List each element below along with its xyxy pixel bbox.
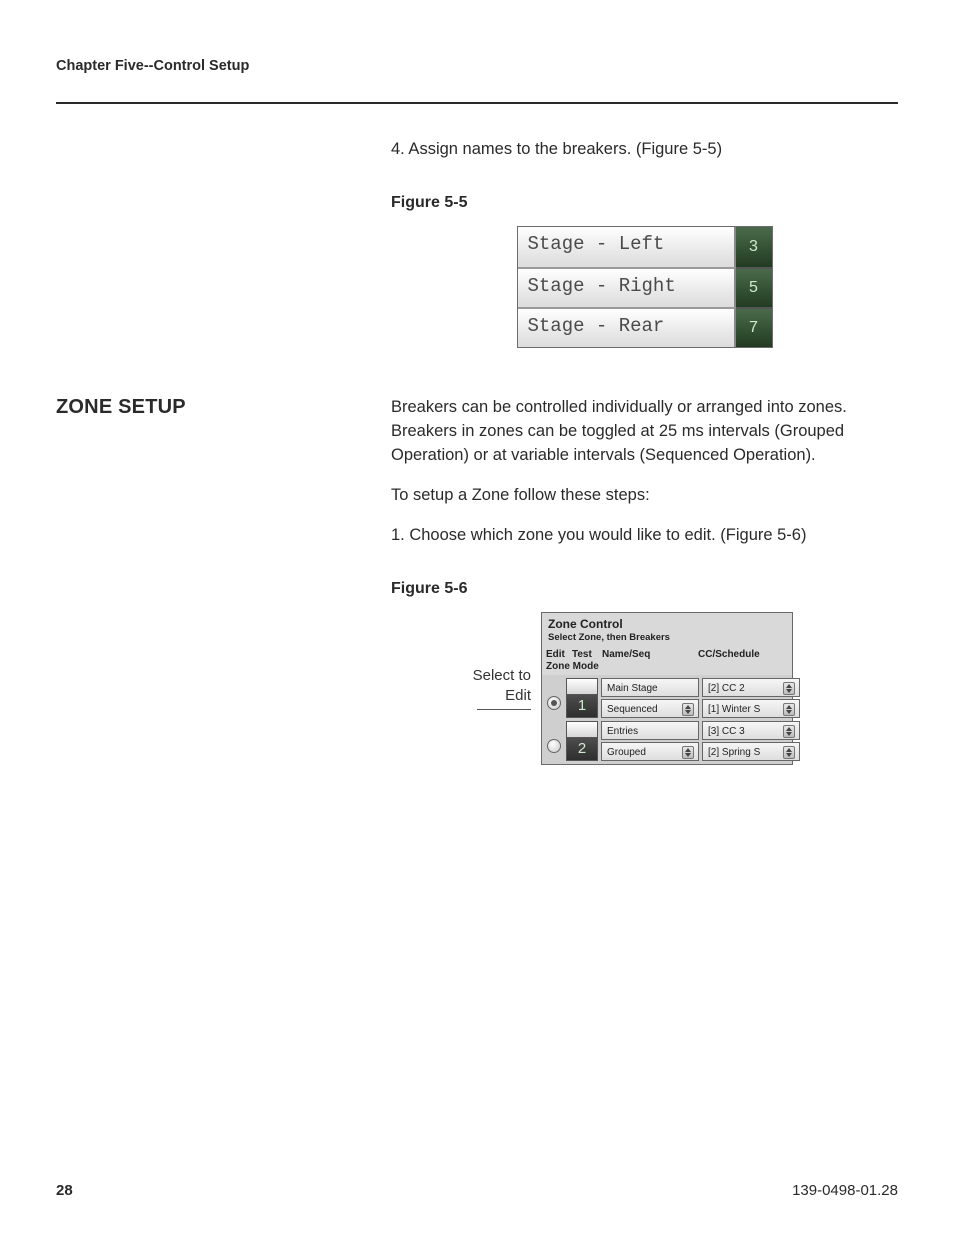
stepper-icon[interactable] [783,682,795,695]
zone-select-radio[interactable] [547,739,561,753]
zone-seq: Sequenced [607,704,658,715]
zone-number: 1 [578,695,586,717]
zone-control-body: 1 Main Stage Sequenced [542,675,792,764]
fig55-row: Stage - Right 5 [518,267,772,307]
header-rule [56,102,898,104]
fig55-num: 7 [736,307,772,347]
figure-5-6-wrap: Select to Edit Zone Control Select Zone,… [455,612,898,765]
figure-5-5: Stage - Left 3 Stage - Right 5 Stage - R… [517,226,773,348]
stepper-icon[interactable] [783,746,795,759]
zone-row: 1 Main Stage Sequenced [545,678,789,718]
figure-5-5-label: Figure 5-5 [391,194,898,212]
page-number: 28 [56,1182,73,1199]
fig55-row: Stage - Left 3 [518,227,772,267]
zone-seq-field[interactable]: Grouped [601,742,699,761]
fig55-label: Stage - Rear [518,307,736,347]
head-name-seq: Name/Seq [602,649,698,660]
fig55-row: Stage - Rear 7 [518,307,772,347]
zone-control-subtitle: Select Zone, then Breakers [542,632,792,647]
zone-control-header-row1: Edit Test Name/Seq CC/Schedule [542,647,792,661]
zone-number-cell[interactable]: 2 [566,721,598,761]
zone-cc: [2] CC 2 [708,683,745,694]
zone-schedule-field[interactable]: [1] Winter S [702,699,800,718]
step-1: 1. Choose which zone you would like to e… [391,524,898,548]
zone-control-title: Zone Control [542,613,792,632]
zone-number-cell[interactable]: 1 [566,678,598,718]
head-cc-schedule: CC/Schedule [698,649,794,660]
fig55-num: 3 [736,227,772,267]
stepper-icon[interactable] [783,725,795,738]
zone-name: Entries [607,726,638,737]
doc-number: 139-0498-01.28 [792,1182,898,1199]
figure-5-6-caption: Select to Edit [455,666,531,711]
zone-schedule-field[interactable]: [2] Spring S [702,742,800,761]
zone-name: Main Stage [607,683,658,694]
stepper-icon[interactable] [682,746,694,759]
zone-schedule: [2] Spring S [708,747,760,758]
stepper-icon[interactable] [682,703,694,716]
footer: 28 139-0498-01.28 [56,1182,898,1199]
zone-name-field[interactable]: Entries [601,721,699,740]
zone-row: 2 Entries Grouped [545,721,789,761]
step-4: 4. Assign names to the breakers. (Figure… [391,138,898,162]
fig55-num: 5 [736,267,772,307]
zone-name-field[interactable]: Main Stage [601,678,699,697]
zone-control-header-row2: Zone Mode [542,661,792,675]
head-zone-mode: Zone Mode [546,661,602,672]
zone-cc-field[interactable]: [2] CC 2 [702,678,800,697]
fig55-label: Stage - Left [518,227,736,267]
stepper-icon[interactable] [783,703,795,716]
section-head-zone-setup: ZONE SETUP [56,396,391,419]
running-head: Chapter Five--Control Setup [56,58,898,74]
fig55-label: Stage - Right [518,267,736,307]
zone-select-radio[interactable] [547,696,561,710]
zone-cc-field[interactable]: [3] CC 3 [702,721,800,740]
head-test: Test [572,649,602,660]
zone-number: 2 [578,738,586,760]
figure-5-6-label: Figure 5-6 [391,580,898,598]
zone-paragraph-2: To setup a Zone follow these steps: [391,484,898,508]
zone-seq-field[interactable]: Sequenced [601,699,699,718]
figure-5-6: Zone Control Select Zone, then Breakers … [541,612,793,765]
fig56-caption-line1: Select to [473,667,531,684]
zone-schedule: [1] Winter S [708,704,760,715]
head-edit: Edit [546,649,572,660]
zone-seq: Grouped [607,747,646,758]
content-grid: 4. Assign names to the breakers. (Figure… [56,138,898,765]
zone-paragraph-1: Breakers can be controlled individually … [391,396,898,468]
zone-cc: [3] CC 3 [708,726,745,737]
fig56-caption-line2: Edit [505,687,531,704]
